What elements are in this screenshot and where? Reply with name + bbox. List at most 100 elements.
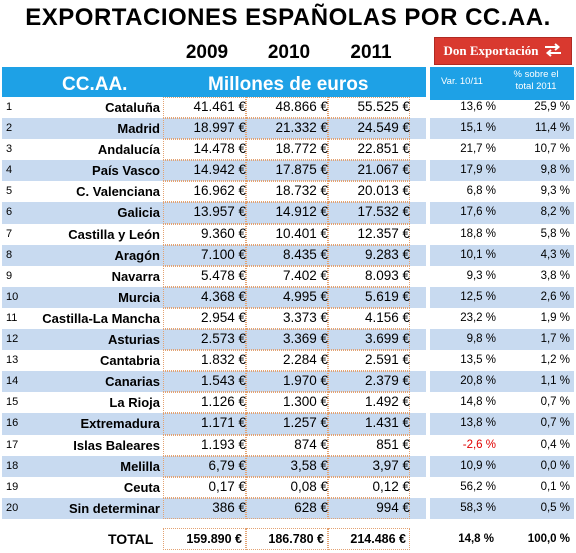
rank-cell: 16	[6, 417, 19, 430]
cell-border-2009	[163, 476, 246, 498]
table-row: 13 Cantabria 1.832 € 2.284 € 2.591 € 13,5 % 1,…	[0, 350, 576, 372]
value-2011-cell: 17.532 €	[357, 204, 410, 220]
table-row: 19 Ceuta 0,17 € 0,08 € 0,12 € 56,2 % 0,1 %	[0, 476, 576, 498]
cell-border-2011	[328, 265, 410, 287]
row-background-right	[430, 118, 574, 140]
ccaa-column-header: CC.AA.	[62, 74, 128, 95]
value-2011-cell: 8.093 €	[364, 267, 410, 283]
ccaa-name-cell: Castilla y León	[68, 226, 160, 242]
table-row: 8 Aragón 7.100 € 8.435 € 9.283 € 10,1 % 4,3 %	[0, 244, 576, 266]
cell-border-2009	[163, 371, 246, 393]
row-background	[2, 160, 426, 182]
rank-cell: 19	[6, 480, 19, 493]
value-2010-cell: 874 €	[294, 436, 328, 452]
cell-border-2009	[163, 202, 246, 224]
ccaa-name-cell: Madrid	[117, 121, 160, 137]
var-cell: -2,6 %	[462, 438, 496, 451]
value-2010-cell: 1.257 €	[282, 415, 328, 431]
cell-border-2009	[163, 350, 246, 372]
ccaa-name-cell: Navarra	[111, 268, 160, 284]
var-cell: 10,1 %	[460, 248, 496, 261]
var-cell: 15,1 %	[460, 122, 496, 135]
table-row: 10 Murcia 4.368 € 4.995 € 5.619 € 12,5 % 2,6 %	[0, 286, 576, 308]
row-background-right	[430, 455, 574, 477]
cell-border-2011	[328, 139, 410, 161]
cell-border-2011	[328, 392, 410, 414]
var-cell: 6,8 %	[466, 185, 496, 198]
value-2010-cell: 10.401 €	[275, 225, 328, 241]
pct-cell: 0,5 %	[540, 501, 570, 514]
cell-border-2010	[246, 160, 328, 182]
cell-border-2009	[163, 244, 246, 266]
cell-border-2009	[163, 286, 246, 308]
value-2011-cell: 22.851 €	[357, 141, 410, 157]
table-header-left	[2, 67, 426, 100]
var-cell: 58,3 %	[460, 501, 496, 514]
var-cell: 17,9 %	[460, 164, 496, 177]
total-pct: 100,0 %	[527, 533, 570, 545]
pct-column-header: % sobre el total 2011	[498, 69, 574, 93]
value-2009-cell: 4.368 €	[200, 288, 246, 304]
pct-cell: 0,4 %	[540, 438, 570, 451]
value-2010-cell: 2.284 €	[282, 352, 328, 368]
total-2009-cell	[163, 528, 246, 550]
table-row: 20 Sin determinar 386 € 628 € 994 € 58,3 % 0,5…	[0, 497, 576, 519]
cell-border-2011	[328, 244, 410, 266]
exchange-arrows-icon	[544, 43, 562, 59]
value-2011-cell: 3,97 €	[372, 457, 410, 473]
table-row: 11 Castilla-La Mancha 2.954 € 3.373 € 4.156 …	[0, 307, 576, 330]
value-2009-cell: 2.573 €	[200, 331, 246, 347]
value-2009-cell: 9.360 €	[200, 225, 246, 241]
pct-cell: 9,3 %	[540, 185, 570, 198]
value-2011-cell: 3.699 €	[364, 331, 410, 347]
value-2010-cell: 18.732 €	[275, 183, 328, 199]
cell-border-2010	[246, 497, 328, 519]
cell-border-2011	[328, 434, 410, 456]
row-background	[2, 139, 426, 161]
cell-border-2010	[246, 97, 328, 119]
row-background-right	[430, 497, 574, 519]
rank-cell: 8	[6, 248, 13, 261]
row-background	[2, 413, 426, 435]
cell-border-2009	[163, 160, 246, 182]
rank-cell: 7	[6, 227, 13, 240]
year-2011-header: 2011	[350, 42, 392, 63]
value-2009-cell: 1.171 €	[200, 415, 246, 431]
var-cell: 10,9 %	[460, 459, 496, 472]
row-background-right	[430, 371, 574, 393]
cell-border-2011	[328, 455, 410, 477]
cell-border-2011	[328, 307, 410, 330]
pct-cell: 8,2 %	[540, 206, 570, 219]
cell-border-2011	[328, 160, 410, 182]
ccaa-name-cell: Andalucía	[97, 142, 160, 158]
cell-border-2009	[163, 223, 246, 245]
value-2010-cell: 0,08 €	[290, 478, 328, 494]
don-exportacion-logo[interactable]: Don Exportación	[434, 37, 572, 65]
ccaa-name-cell: Ceuta	[123, 479, 160, 495]
rank-cell: 2	[6, 122, 13, 135]
rank-cell: 17	[6, 438, 19, 451]
pct-cell: 9,8 %	[540, 164, 570, 177]
row-background	[2, 307, 426, 330]
table-row: 4 País Vasco 14.942 € 17.875 € 21.067 € 17,9 …	[0, 160, 576, 182]
pct-cell: 3,8 %	[540, 269, 570, 282]
row-background	[2, 476, 426, 498]
year-2009-header: 2009	[185, 42, 229, 63]
value-2009-cell: 0,17 €	[208, 478, 246, 494]
value-2009-cell: 16.962 €	[193, 183, 246, 199]
value-2011-cell: 20.013 €	[357, 183, 410, 199]
value-2011-cell: 0,12 €	[372, 478, 410, 494]
value-2011-cell: 2.591 €	[364, 352, 410, 368]
cell-border-2009	[163, 434, 246, 456]
pct-cell: 10,7 %	[534, 143, 570, 156]
value-2010-cell: 3.369 €	[282, 331, 328, 347]
cell-border-2009	[163, 118, 246, 140]
pct-cell: 1,7 %	[540, 333, 570, 346]
pct-cell: 0,0 %	[540, 459, 570, 472]
pct-cell: 25,9 %	[534, 101, 570, 113]
cell-border-2009	[163, 307, 246, 330]
rank-cell: 20	[6, 501, 19, 514]
var-cell: 56,2 %	[460, 480, 496, 493]
ccaa-name-cell: Castilla-La Mancha	[42, 310, 160, 326]
row-background-right	[430, 286, 574, 308]
